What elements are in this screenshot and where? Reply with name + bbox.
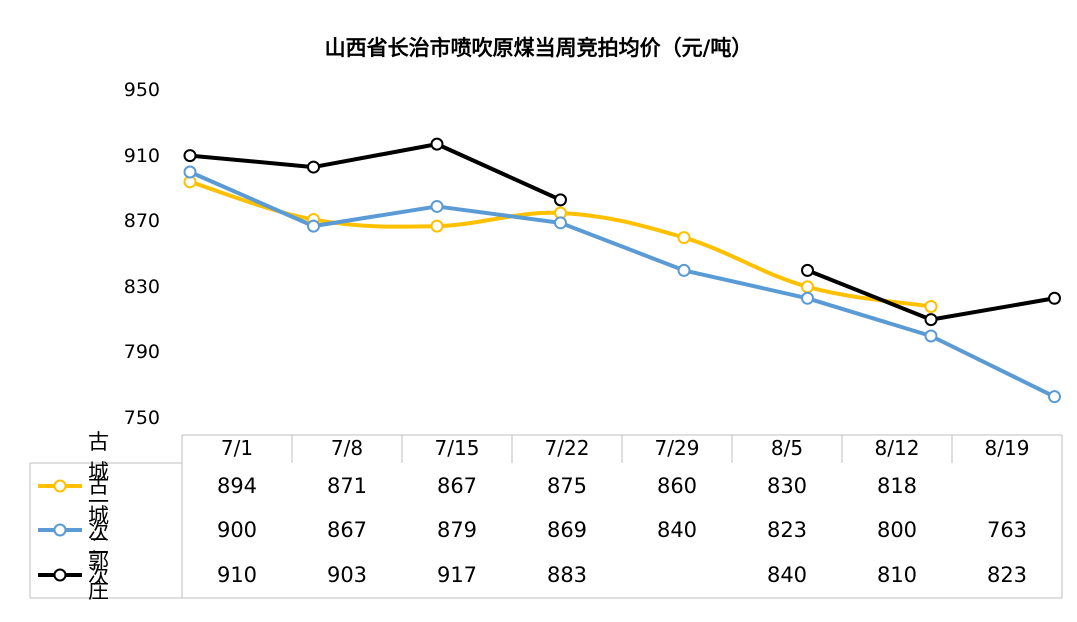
series-line-1 (189, 170, 1056, 399)
y-tick-label: 950 (123, 79, 160, 101)
series-name: 郭庄 (88, 549, 109, 603)
y-tick-label: 750 (123, 407, 160, 429)
data-table-cell: 917 (436, 563, 478, 587)
data-table-cell: 883 (546, 563, 588, 587)
data-point (430, 199, 444, 213)
y-tick-label: 870 (123, 210, 160, 233)
data-point (554, 193, 567, 207)
data-table-cell: 894 (216, 474, 258, 498)
data-point (307, 160, 320, 174)
data-point (801, 263, 814, 277)
x-category-label: 7/1 (220, 436, 254, 460)
x-category-label: 8/19 (984, 436, 1030, 460)
data-table-cell: 910 (216, 563, 258, 587)
data-point (307, 219, 320, 233)
data-point (924, 329, 938, 343)
data-table-cell: 867 (436, 474, 478, 498)
data-table-cell: 763 (986, 518, 1028, 542)
data-point (430, 219, 444, 233)
data-point (554, 216, 567, 230)
data-table-cell: 871 (326, 474, 368, 498)
x-category-label: 7/22 (544, 436, 590, 460)
data-table-cell: 840 (656, 518, 698, 542)
data-point (924, 313, 938, 327)
data-point (801, 280, 814, 294)
series-line-2 (189, 142, 562, 202)
data-table-cell: 823 (986, 563, 1028, 587)
data-table-cell: 903 (326, 563, 368, 587)
data-table-cell: 823 (766, 518, 808, 542)
series-layer (183, 137, 1061, 404)
data-table-cell: 810 (876, 563, 918, 587)
data-point (801, 291, 814, 305)
legend-key-marker (53, 523, 67, 537)
data-table-cell: 800 (876, 518, 918, 542)
data-table-cell: 900 (216, 518, 258, 542)
y-tick-label: 790 (123, 341, 160, 364)
x-category-label: 8/5 (770, 436, 804, 460)
data-table-cell: 840 (766, 563, 808, 587)
data-point (924, 299, 938, 313)
y-tick-label: 830 (123, 275, 160, 298)
data-point (677, 231, 691, 245)
x-category-label: 7/15 (434, 436, 480, 460)
legend-key (38, 479, 82, 493)
chart-title: 山西省长治市喷吹原煤当周竞拍均价（元/吨） (324, 36, 753, 60)
data-table-cell: 869 (546, 518, 588, 542)
data-table-cell: 879 (436, 518, 478, 542)
x-category-label: 8/12 (874, 436, 920, 460)
data-table-cell: 818 (876, 474, 918, 498)
legend-key (38, 568, 82, 582)
x-category-label: 7/8 (330, 436, 364, 460)
legend-key-marker (53, 479, 67, 493)
series-name: 古城一次 (88, 430, 109, 544)
x-category-label: 7/29 (654, 436, 700, 460)
data-point (1048, 390, 1061, 404)
data-point (1048, 291, 1061, 305)
series-name: 古城二次 (88, 474, 109, 588)
data-table-cell: 860 (656, 474, 698, 498)
data-point (183, 149, 197, 163)
legend-key (38, 523, 82, 537)
y-tick-label: 910 (123, 144, 160, 167)
legend-key-marker (53, 568, 67, 582)
data-point (430, 137, 444, 151)
data-table-cell: 830 (766, 474, 808, 498)
data-point (677, 263, 691, 277)
data-table-grid (29, 434, 1063, 599)
data-table-cell: 867 (326, 518, 368, 542)
data-point (183, 165, 197, 179)
data-table-cell: 875 (546, 474, 588, 498)
